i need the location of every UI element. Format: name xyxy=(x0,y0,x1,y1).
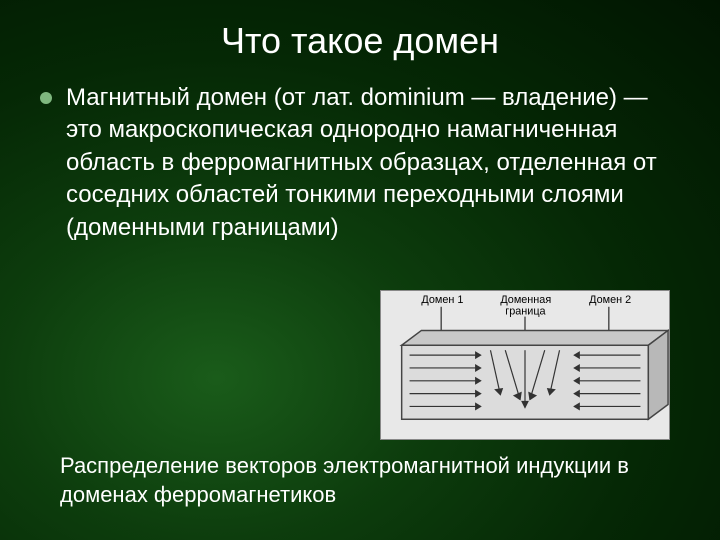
diagram-label-domain1: Домен 1 xyxy=(421,294,463,306)
bullet-row: Магнитный домен (от лат. dominium — влад… xyxy=(40,82,680,244)
body-text: Магнитный домен (от лат. dominium — влад… xyxy=(66,82,680,244)
bullet-icon xyxy=(40,92,52,104)
slide-container: Что такое домен Магнитный домен (от лат.… xyxy=(0,0,720,540)
slide-title: Что такое домен xyxy=(40,20,680,62)
diagram-label-boundary-2: граница xyxy=(505,306,546,318)
diagram-label-boundary-1: Доменная xyxy=(500,294,551,306)
diagram-svg: Домен 1 Доменная граница Домен 2 xyxy=(381,291,669,439)
diagram-caption: Распределение векторов электромагнитной … xyxy=(60,451,680,510)
domain-diagram: Домен 1 Доменная граница Домен 2 xyxy=(380,290,670,440)
diagram-label-domain2: Домен 2 xyxy=(589,294,631,306)
